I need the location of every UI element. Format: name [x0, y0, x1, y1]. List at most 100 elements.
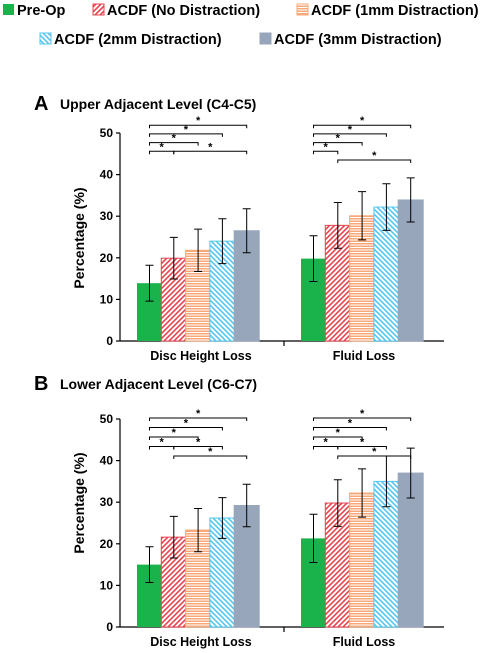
error-bar-acdf-1mm-distraction-disc-height-loss-a	[194, 228, 203, 273]
significance-star-3-b: *	[172, 427, 177, 439]
significance-bracket-2-b	[149, 427, 223, 431]
significance-star-9-a: *	[324, 141, 329, 153]
significance-bracket-9-b	[313, 436, 363, 440]
y-tick-label-40-a: 40	[100, 168, 114, 182]
legend-item-acdf-no-distraction: ACDF (No Distraction)	[92, 3, 260, 19]
y-tick-label-0-b: 0	[106, 620, 113, 634]
significance-bracket-6-b	[173, 455, 248, 459]
significance-star-10-a: *	[372, 150, 377, 162]
significance-star-8-a: *	[336, 133, 341, 145]
error-bar-acdf-3mm-distraction-disc-height-loss-b	[242, 483, 251, 528]
significance-star-6-b: *	[208, 446, 213, 458]
category-label-disc-height-loss-b: Disc Height Loss	[150, 635, 251, 649]
panel-title-b: Lower Adjacent Level (C6-C7)	[60, 376, 257, 392]
panel-title-a: Upper Adjacent Level (C4-C5)	[60, 96, 256, 112]
panel-letter-a: A	[34, 93, 48, 115]
error-bar-acdf-2mm-distraction-disc-height-loss-a	[218, 218, 227, 265]
legend-label-acdf-1mm: ACDF (1mm Distraction)	[311, 3, 479, 19]
y-tick-label-40-b: 40	[100, 454, 114, 468]
error-bar-acdf-3mm-distraction-disc-height-loss-a	[242, 208, 251, 254]
error-bar-acdf-1mm-distraction-fluid-loss-a	[358, 191, 367, 241]
legend-item-acdf-1mm: ACDF (1mm Distraction)	[296, 3, 479, 19]
panel-letter-b: B	[34, 373, 48, 395]
significance-star-1-b: *	[196, 408, 201, 420]
legend-item-pre-op: Pre-Op	[3, 3, 65, 19]
y-tick-label-0-a: 0	[106, 334, 113, 348]
category-label-disc-height-loss-a: Disc Height Loss	[150, 349, 251, 363]
error-bar-pre-op-disc-height-loss-b	[145, 546, 154, 583]
bar-acdf-3mm-distraction-fluid-loss-b	[397, 472, 424, 628]
significance-star-1-a: *	[196, 115, 201, 127]
significance-star-10-b: *	[324, 437, 329, 449]
significance-bracket-7-b	[313, 417, 412, 421]
error-bar-pre-op-fluid-loss-b	[309, 513, 318, 564]
significance-bracket-10-a	[337, 159, 412, 163]
error-bar-acdf-no-distraction-fluid-loss-a	[333, 201, 342, 249]
error-bar-acdf-no-distraction-fluid-loss-b	[333, 479, 342, 527]
legend-label-acdf-2mm: ACDF (2mm Distraction)	[54, 32, 222, 48]
error-bar-acdf-no-distraction-disc-height-loss-b	[169, 515, 178, 559]
error-bar-acdf-2mm-distraction-disc-height-loss-b	[218, 497, 227, 539]
y-tick-label-30-b: 30	[100, 495, 114, 509]
legend-item-acdf-3mm: ACDF (3mm Distraction)	[259, 32, 442, 48]
error-bar-acdf-no-distraction-disc-height-loss-a	[169, 236, 178, 280]
significance-bracket-1-b	[149, 417, 248, 421]
significance-bracket-7-a	[313, 133, 387, 137]
panel-b: B Lower Adjacent Level (C6-C7) Percentag…	[34, 373, 444, 649]
legend: Pre-Op ACDF (No Distraction) ACDF (1mm D…	[3, 3, 479, 48]
legend-swatch-acdf-no-distraction	[92, 3, 105, 16]
panel-a: A Upper Adjacent Level (C4-C5) Percentag…	[34, 93, 444, 363]
legend-swatch-acdf-2mm	[39, 32, 52, 45]
significance-star-2-a: *	[184, 124, 189, 136]
error-bar-acdf-1mm-distraction-disc-height-loss-b	[194, 507, 203, 553]
significance-star-5-b: *	[196, 437, 201, 449]
significance-bracket-8-a	[313, 142, 363, 146]
significance-star-2-b: *	[184, 418, 189, 430]
plot-area-a: 0 10 20 30 40 50 * * * * * * * * * *	[100, 115, 444, 348]
significance-star-4-b: *	[160, 437, 165, 449]
y-tick-label-10-a: 10	[100, 292, 114, 306]
error-bar-acdf-3mm-distraction-fluid-loss-a	[406, 177, 415, 223]
legend-swatch-acdf-3mm	[259, 32, 272, 45]
significance-star-7-a: *	[348, 124, 353, 136]
significance-bracket-12-b	[337, 455, 412, 459]
significance-star-11-b: *	[360, 437, 365, 449]
y-tick-label-50-b: 50	[100, 412, 114, 426]
significance-star-3-a: *	[172, 133, 177, 145]
legend-item-acdf-2mm: ACDF (2mm Distraction)	[39, 32, 222, 48]
significance-bracket-3-b	[149, 436, 199, 440]
significance-star-6-a: *	[360, 115, 365, 127]
y-axis-label-a: Percentage (%)	[71, 187, 87, 288]
significance-star-4-a: *	[160, 141, 165, 153]
significance-bracket-2-a	[149, 133, 223, 137]
error-bar-acdf-1mm-distraction-fluid-loss-b	[358, 468, 367, 518]
legend-swatch-acdf-1mm	[296, 3, 309, 16]
significance-star-9-b: *	[336, 427, 341, 439]
significance-bracket-5-a	[173, 150, 248, 155]
legend-label-acdf-3mm: ACDF (3mm Distraction)	[274, 32, 442, 48]
y-axis-label-b: Percentage (%)	[71, 452, 87, 553]
significance-bracket-11-b	[337, 446, 387, 450]
legend-label-acdf-no-distraction: ACDF (No Distraction)	[107, 3, 260, 19]
legend-label-pre-op: Pre-Op	[17, 3, 65, 19]
error-bar-acdf-2mm-distraction-fluid-loss-a	[382, 183, 391, 231]
significance-star-12-b: *	[372, 446, 377, 458]
bar-acdf-3mm-distraction-fluid-loss-a	[397, 199, 424, 342]
error-bar-pre-op-disc-height-loss-a	[145, 264, 154, 302]
y-tick-label-20-b: 20	[100, 537, 114, 551]
significance-star-7-b: *	[360, 408, 365, 420]
plot-area-b: 0 10 20 30 40 50 * * * * * * * * * * * *	[100, 408, 444, 634]
y-tick-label-10-b: 10	[100, 578, 114, 592]
y-tick-label-50-a: 50	[100, 126, 114, 140]
significance-bracket-3-a	[149, 142, 199, 146]
error-bar-pre-op-fluid-loss-a	[309, 235, 318, 283]
significance-bracket-6-a	[313, 124, 412, 129]
significance-bracket-1-a	[149, 124, 248, 129]
category-label-fluid-loss-a: Fluid Loss	[333, 349, 396, 363]
y-tick-label-30-a: 30	[100, 209, 114, 223]
y-tick-label-20-a: 20	[100, 251, 114, 265]
category-label-fluid-loss-b: Fluid Loss	[333, 635, 396, 649]
significance-bracket-9-a	[313, 150, 339, 155]
legend-swatch-pre-op	[3, 4, 14, 15]
